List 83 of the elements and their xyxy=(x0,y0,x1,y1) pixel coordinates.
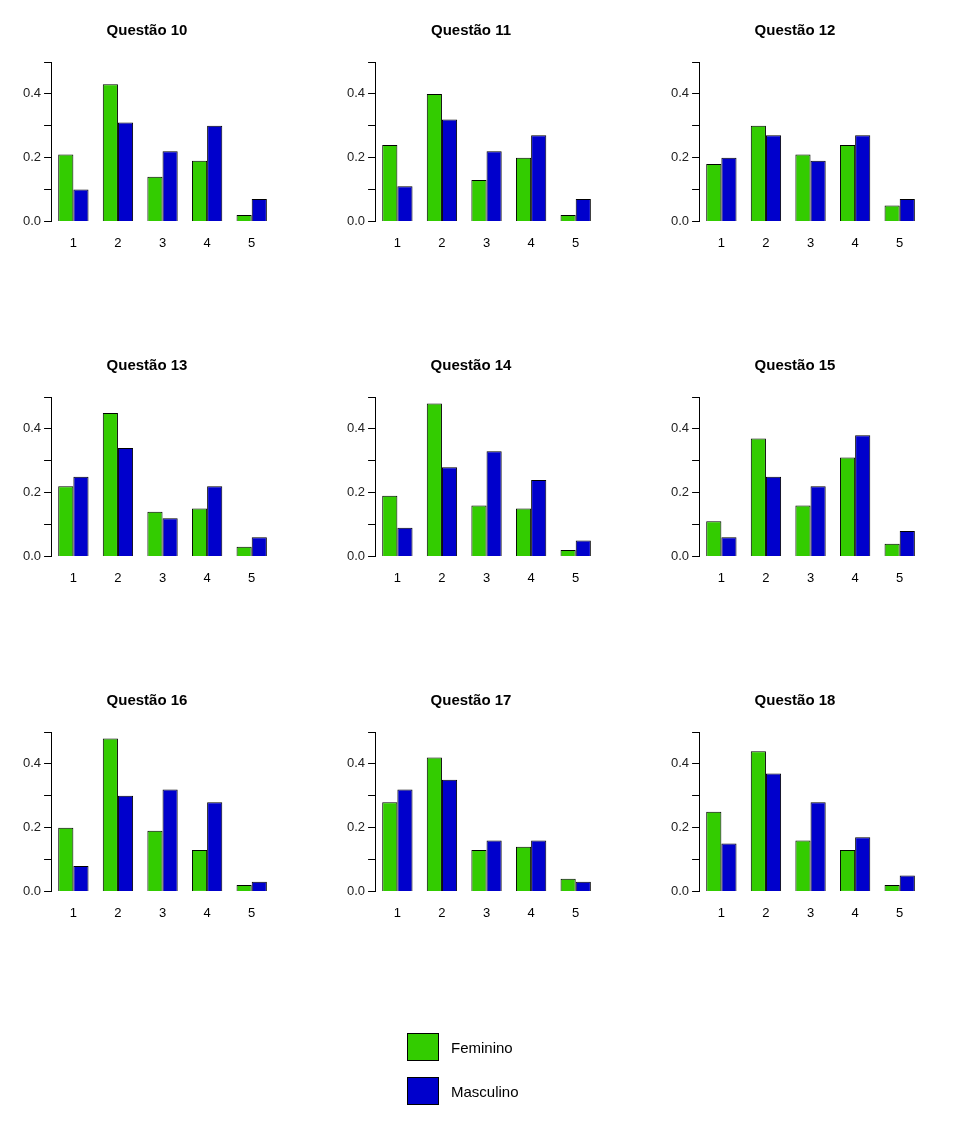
legend-label: Masculino xyxy=(451,1082,519,1100)
x-tick-label: 5 xyxy=(572,569,580,585)
x-tick-label: 3 xyxy=(158,234,167,250)
y-tick-label: 0.0 xyxy=(22,882,42,898)
x-tick-label: 1 xyxy=(717,904,725,920)
chart-title: Questão 16 xyxy=(106,691,188,709)
x-tick-label: 3 xyxy=(482,904,491,920)
y-tick-label: 0.4 xyxy=(670,755,690,771)
x-tick-label: 1 xyxy=(393,904,401,920)
x-tick-label: 3 xyxy=(482,234,491,250)
x-tick-label: 3 xyxy=(806,904,815,920)
x-tick-label: 1 xyxy=(69,904,77,920)
x-tick-label: 1 xyxy=(717,234,725,250)
y-tick-label: 0.4 xyxy=(346,85,366,101)
x-tick-label: 3 xyxy=(806,234,815,250)
y-tick-label: 0.2 xyxy=(22,819,42,835)
x-tick-label: 1 xyxy=(69,234,77,250)
y-tick-label: 0.2 xyxy=(22,484,42,500)
y-tick-label: 0.2 xyxy=(670,149,690,165)
x-tick-label: 1 xyxy=(393,234,401,250)
x-tick-label: 5 xyxy=(248,904,256,920)
x-tick-label: 4 xyxy=(203,234,211,250)
x-tick-label: 5 xyxy=(896,904,904,920)
x-tick-label: 2 xyxy=(762,904,770,920)
y-tick-label: 0.0 xyxy=(670,882,690,898)
chart-title: Questão 13 xyxy=(106,356,188,374)
y-tick-label: 0.2 xyxy=(22,149,42,165)
x-tick-label: 3 xyxy=(158,569,167,585)
x-tick-label: 3 xyxy=(806,569,815,585)
x-tick-label: 5 xyxy=(896,234,904,250)
chart-title: Questão 12 xyxy=(754,21,836,39)
y-tick-label: 0.4 xyxy=(670,85,690,101)
x-tick-label: 5 xyxy=(572,904,580,920)
x-tick-label: 3 xyxy=(482,569,491,585)
x-tick-label: 4 xyxy=(203,904,211,920)
x-tick-label: 5 xyxy=(248,234,256,250)
chart-title: Questão 11 xyxy=(430,21,512,39)
chart-title: Questão 15 xyxy=(754,356,836,374)
chart-title: Questão 14 xyxy=(430,356,513,374)
x-tick-label: 1 xyxy=(393,569,401,585)
y-tick-label: 0.0 xyxy=(22,547,42,563)
x-tick-label: 2 xyxy=(762,234,770,250)
y-tick-label: 0.4 xyxy=(670,420,690,436)
y-tick-label: 0.4 xyxy=(22,420,42,436)
x-tick-label: 2 xyxy=(762,569,770,585)
x-tick-label: 4 xyxy=(203,569,211,585)
chart-title: Questão 10 xyxy=(106,21,188,39)
legend-label: Feminino xyxy=(451,1038,513,1056)
y-tick-label: 0.0 xyxy=(346,212,366,228)
x-tick-label: 2 xyxy=(114,234,122,250)
x-tick-label: 2 xyxy=(114,569,122,585)
y-tick-label: 0.0 xyxy=(346,882,366,898)
x-tick-label: 2 xyxy=(438,904,446,920)
y-tick-label: 0.2 xyxy=(670,484,690,500)
x-tick-label: 1 xyxy=(69,569,77,585)
x-tick-label: 5 xyxy=(572,234,580,250)
x-tick-label: 5 xyxy=(896,569,904,585)
x-tick-label: 4 xyxy=(527,569,535,585)
x-tick-label: 1 xyxy=(717,569,725,585)
y-tick-label: 0.2 xyxy=(346,484,366,500)
y-tick-label: 0.0 xyxy=(670,212,690,228)
y-tick-label: 0.4 xyxy=(22,755,42,771)
y-tick-label: 0.0 xyxy=(670,547,690,563)
x-tick-label: 4 xyxy=(851,234,859,250)
y-tick-label: 0.0 xyxy=(346,547,366,563)
y-tick-label: 0.4 xyxy=(346,755,366,771)
y-tick-label: 0.0 xyxy=(22,212,42,228)
x-tick-label: 2 xyxy=(438,234,446,250)
x-tick-label: 4 xyxy=(527,904,535,920)
y-tick-label: 0.2 xyxy=(346,819,366,835)
x-tick-label: 2 xyxy=(438,569,446,585)
y-tick-label: 0.4 xyxy=(22,85,42,101)
x-tick-label: 3 xyxy=(158,904,167,920)
chart-title: Questão 17 xyxy=(430,691,512,709)
x-tick-label: 4 xyxy=(851,904,859,920)
x-tick-label: 2 xyxy=(114,904,122,920)
x-tick-label: 4 xyxy=(527,234,535,250)
chart-title: Questão 18 xyxy=(754,691,836,709)
y-tick-label: 0.2 xyxy=(346,149,366,165)
x-tick-label: 5 xyxy=(248,569,256,585)
x-tick-label: 4 xyxy=(851,569,859,585)
y-tick-label: 0.4 xyxy=(346,420,366,436)
y-tick-label: 0.2 xyxy=(670,819,690,835)
